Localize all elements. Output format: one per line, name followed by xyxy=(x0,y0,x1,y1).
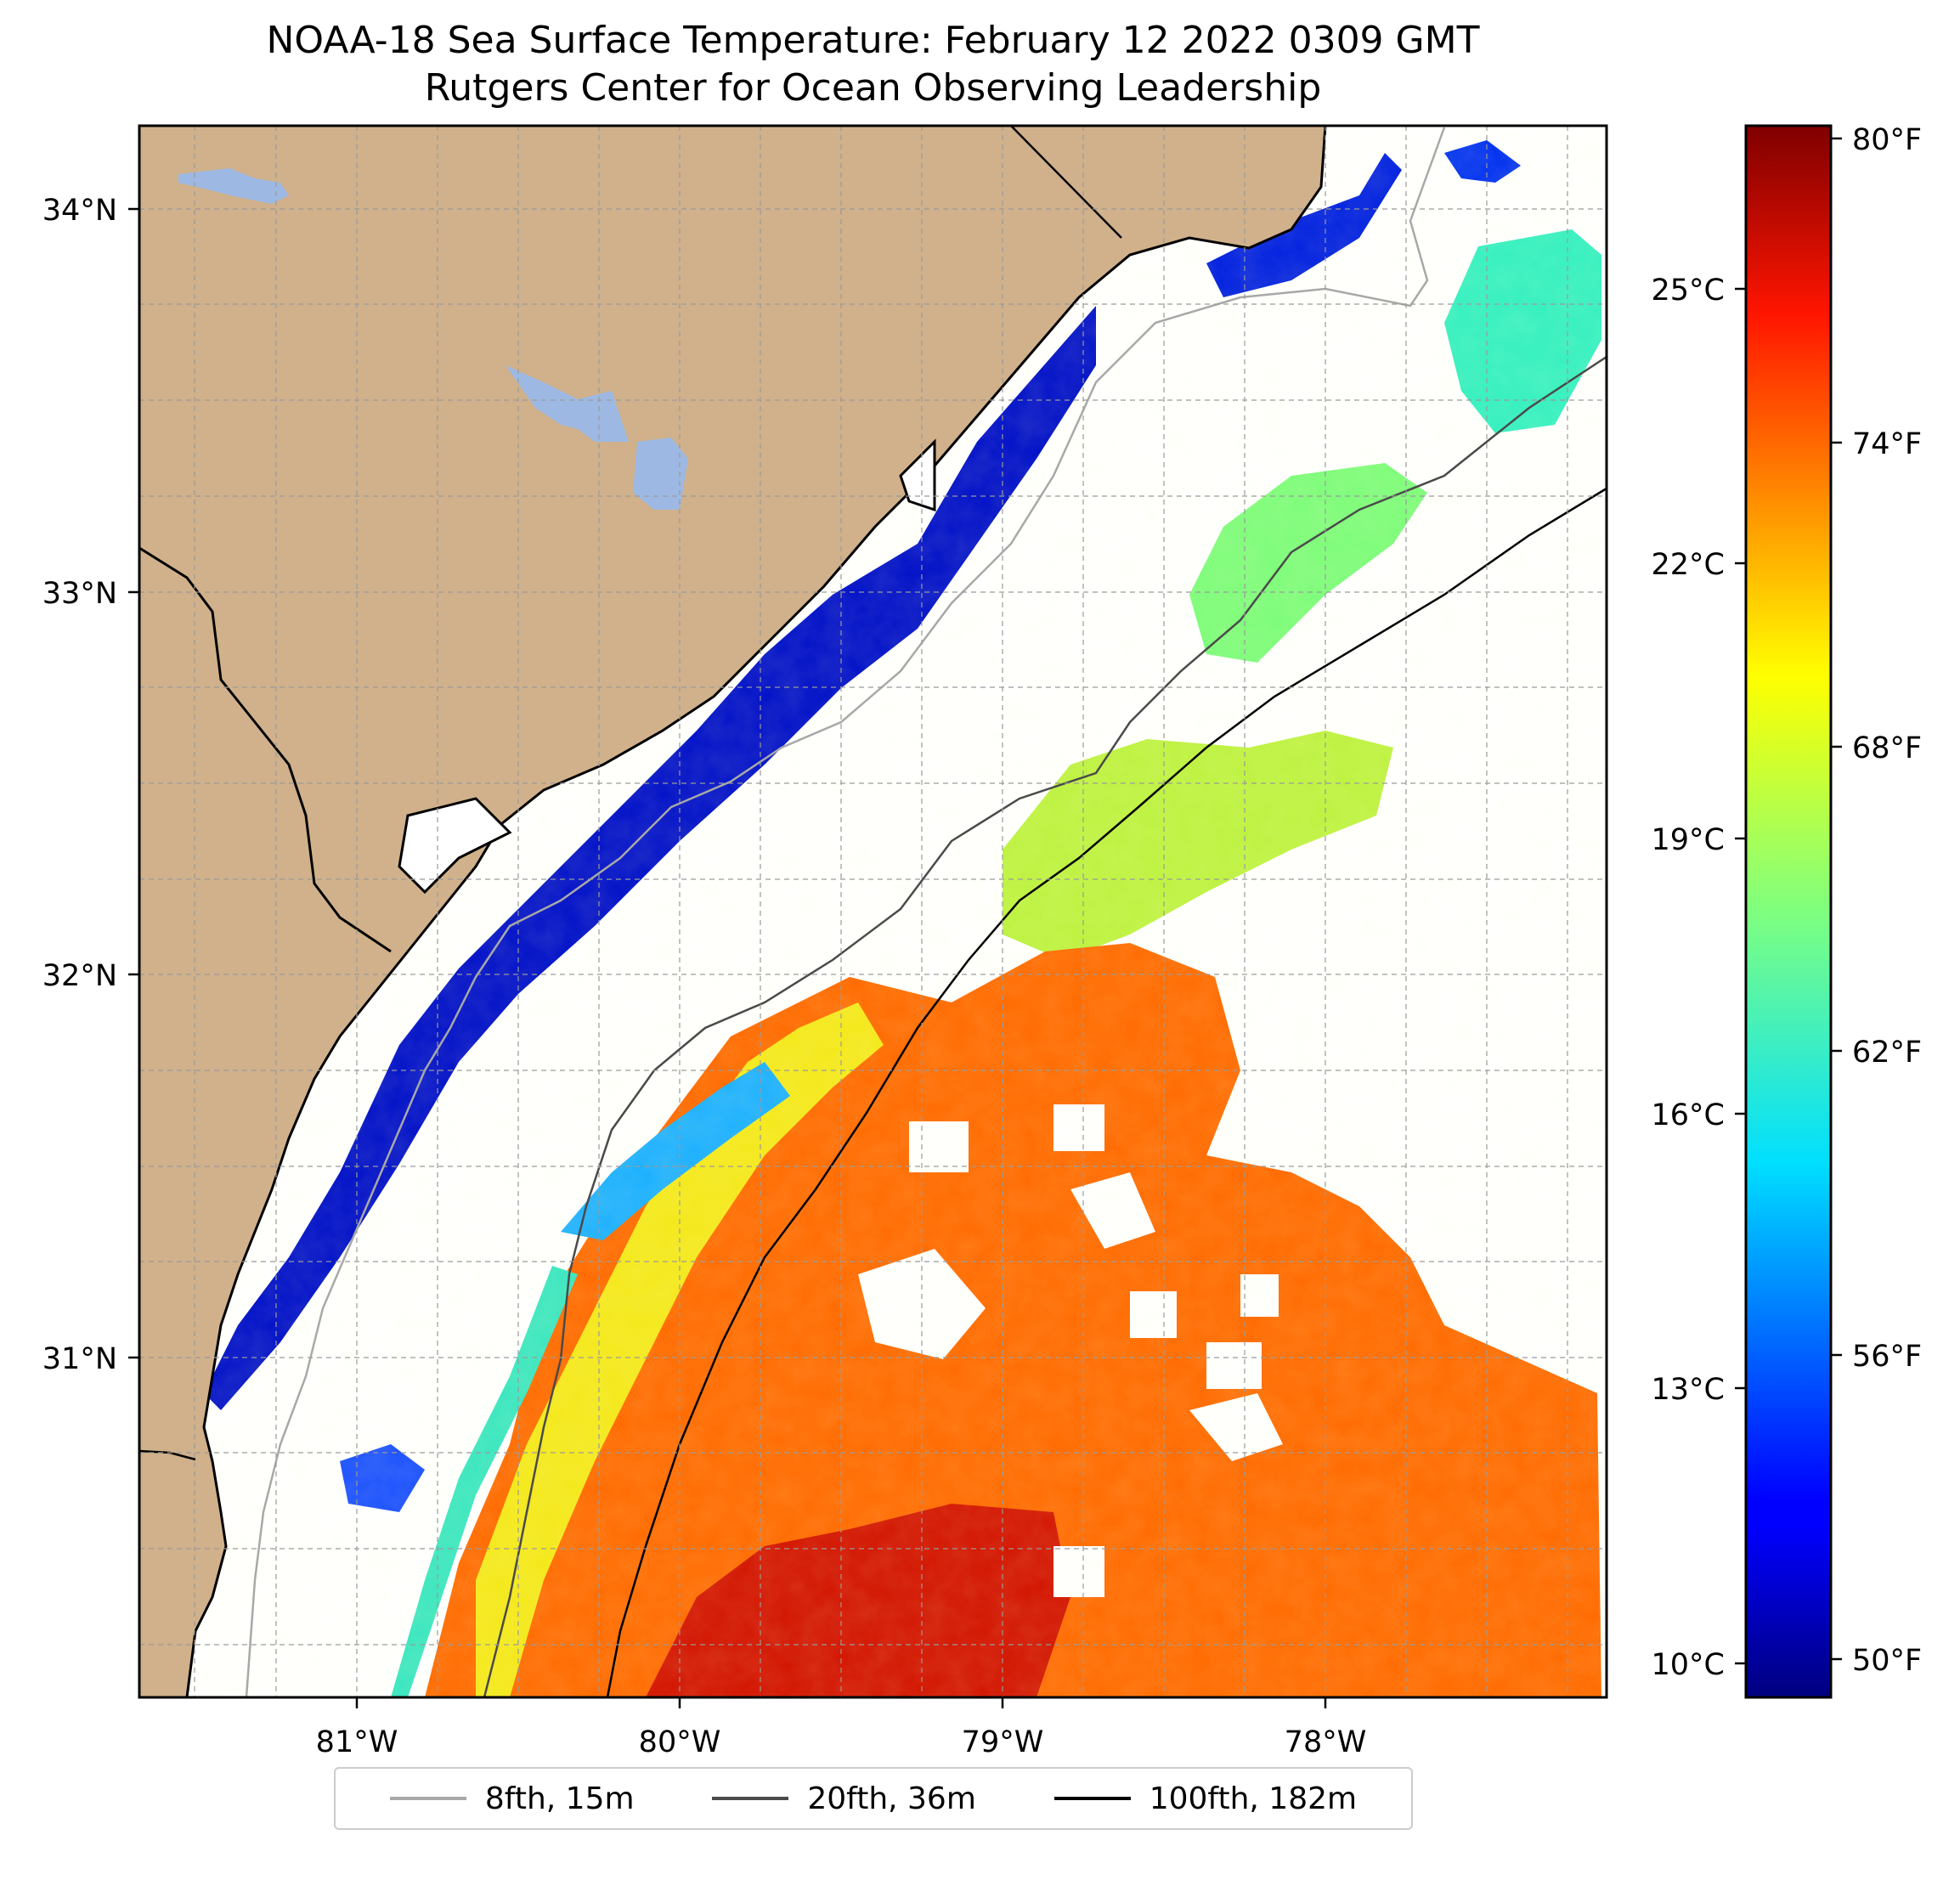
lake-3 xyxy=(633,438,688,510)
colorbar-celsius-ticks xyxy=(1735,287,1746,1665)
colorbar-c-19: 19°C xyxy=(1652,823,1725,857)
colorbar-f-62: 62°F xyxy=(1852,1036,1922,1070)
lake-2 xyxy=(506,365,629,442)
inlet-water xyxy=(899,438,936,512)
colorbar-c-16: 16°C xyxy=(1652,1098,1725,1132)
colorbar-c-25: 25°C xyxy=(1652,274,1725,308)
legend-label-8fth: 8fth, 15m xyxy=(484,1781,635,1816)
legend-label-20fth: 20fth, 36m xyxy=(807,1781,976,1816)
colorbar-f-68: 68°F xyxy=(1852,731,1922,765)
state-border-nc-sc xyxy=(1010,126,1122,239)
lon-ticks xyxy=(355,1697,1327,1708)
colorbar-f-50: 50°F xyxy=(1852,1644,1922,1678)
colorbar-c-10: 10°C xyxy=(1652,1648,1725,1682)
legend-item-8fth: 8fth, 15m xyxy=(389,1781,635,1816)
land-mass xyxy=(139,126,1327,1697)
colorbar-c-22: 22°C xyxy=(1652,548,1725,582)
state-border-sc-ga xyxy=(139,546,392,953)
contour-8fth-15m xyxy=(245,127,1446,1697)
legend-item-20fth: 20fth, 36m xyxy=(712,1781,976,1816)
colorbar-f-80: 80°F xyxy=(1852,123,1922,157)
colorbar-c-13: 13°C xyxy=(1652,1373,1725,1407)
lat-label-31n: 31°N xyxy=(42,1342,117,1376)
legend-swatch-8fth xyxy=(389,1797,466,1800)
lon-label-80w: 80°W xyxy=(639,1725,721,1759)
lat-label-34n: 34°N xyxy=(42,194,117,228)
map-frame xyxy=(138,124,1608,1699)
lake-1 xyxy=(178,168,289,204)
sound-water xyxy=(398,797,512,895)
lat-label-33n: 33°N xyxy=(42,577,117,611)
title-line-1: NOAA-18 Sea Surface Temperature: Februar… xyxy=(266,19,1480,62)
legend-label-100fth: 100fth, 182m xyxy=(1149,1781,1358,1816)
map-content xyxy=(139,126,1607,1697)
legend-swatch-20fth xyxy=(712,1797,789,1800)
lon-label-78w: 78°W xyxy=(1285,1725,1367,1759)
legend-item-100fth: 100fth, 182m xyxy=(1053,1781,1358,1816)
contour-legend: 8fth, 15m 20fth, 36m 100fth, 182m xyxy=(334,1767,1413,1830)
title-line-2: Rutgers Center for Ocean Observing Leade… xyxy=(424,66,1322,110)
lat-ticks xyxy=(128,207,139,1359)
colorbar-f-74: 74°F xyxy=(1852,427,1922,461)
colorbar-f-56: 56°F xyxy=(1852,1340,1922,1374)
lat-label-32n: 32°N xyxy=(42,959,117,993)
legend-swatch-100fth xyxy=(1053,1797,1131,1800)
map-gridlines xyxy=(139,126,1607,1697)
lon-label-79w: 79°W xyxy=(962,1725,1044,1759)
contour-20fth-36m xyxy=(483,355,1607,1697)
colorbar xyxy=(1744,124,1833,1699)
lon-label-81w: 81°W xyxy=(316,1725,398,1759)
colorbar-fahrenheit-ticks xyxy=(1831,137,1842,1661)
